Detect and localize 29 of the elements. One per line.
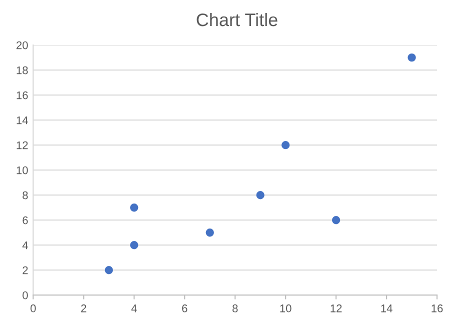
y-tick-label: 20 (16, 41, 28, 50)
y-tick-label: 0 (22, 291, 28, 300)
y-tick-label: 6 (22, 216, 28, 224)
point (130, 241, 138, 250)
chart-title: Chart Title (196, 12, 278, 26)
point (256, 191, 264, 200)
point (130, 204, 138, 212)
x-tick-label: 16 (432, 304, 443, 312)
y-tick-label: 16 (16, 91, 28, 100)
x-tick-label: 12 (330, 304, 342, 312)
y-tick-label: 14 (16, 116, 28, 124)
y-tick-label: 8 (22, 191, 28, 200)
point (104, 266, 113, 274)
x-tick-label: 8 (232, 304, 238, 312)
y-tick-label: 10 (16, 166, 28, 174)
y-tick-label: 4 (22, 241, 28, 250)
point (281, 140, 290, 150)
y-tick-label: 2 (22, 266, 28, 274)
x-tick-label: 0 (30, 304, 36, 312)
x-tick-label: 10 (280, 304, 292, 312)
point (206, 228, 214, 237)
y-tick-label: 12 (16, 141, 28, 150)
x-tick-label: 2 (81, 304, 86, 312)
x-tick-label: 4 (131, 304, 137, 312)
y-tick-label: 18 (16, 66, 28, 74)
x-tick-label: 6 (182, 304, 188, 312)
x-tick-label: 14 (381, 304, 392, 312)
point (332, 216, 340, 224)
point (408, 53, 416, 62)
